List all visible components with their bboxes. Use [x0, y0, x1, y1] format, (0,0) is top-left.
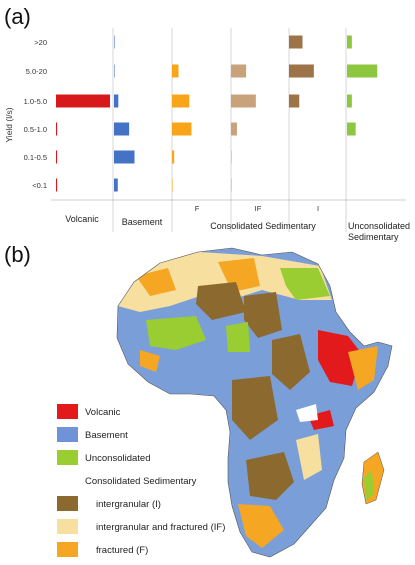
map-west-f	[140, 350, 160, 372]
panel-a-label: (a)	[4, 4, 31, 29]
bars	[56, 35, 378, 192]
africa-outline	[116, 247, 393, 558]
group-label-basement: Basement	[122, 217, 163, 227]
sub-label-f: F	[195, 204, 200, 213]
legend-label: intergranular and fractured (IF)	[96, 522, 225, 533]
map-chad-intergranular	[196, 282, 246, 320]
bar	[172, 94, 190, 108]
bar	[231, 122, 237, 136]
bar	[347, 64, 378, 78]
map-east-if	[296, 434, 322, 480]
bar	[289, 94, 300, 108]
bar	[56, 122, 58, 136]
bar	[172, 122, 192, 136]
map-south-f	[238, 504, 284, 548]
y-tick-label: <0.1	[32, 181, 47, 190]
map-sudan-intergranular	[244, 292, 282, 338]
bar	[114, 122, 130, 136]
map-egypt-unconsolidated	[280, 268, 330, 300]
bar	[231, 178, 232, 192]
map-kalahari-intergranular	[246, 452, 294, 500]
legend-label: Unconsolidated	[85, 453, 151, 464]
y-tick-label: 0.5-1.0	[24, 125, 47, 134]
legend-swatch	[57, 404, 78, 419]
legend-label: Volcanic	[85, 407, 121, 418]
bar	[114, 94, 119, 108]
bar	[231, 94, 256, 108]
y-tick-label: >20	[34, 38, 47, 47]
legend-label: Basement	[85, 430, 128, 441]
group-label-unconsolidated-1: Unconsolidated	[348, 221, 410, 231]
bar	[172, 150, 175, 164]
map-sahel-unconsolidated	[146, 316, 206, 350]
map-horn-f	[348, 346, 378, 390]
bar	[114, 178, 118, 192]
bar	[172, 64, 179, 78]
map-nw-f	[136, 268, 176, 296]
map-central-intergranular	[272, 334, 310, 390]
bar	[56, 178, 58, 192]
bar	[231, 64, 247, 78]
legend-label: intergranular (I)	[96, 499, 161, 510]
legend-label: fractured (F)	[96, 545, 148, 556]
group-label-consolidated: Consolidated Sedimentary	[210, 221, 316, 231]
bar	[56, 94, 110, 108]
y-tick-label: 0.1-0.5	[24, 153, 47, 162]
panel-b-label: (b)	[4, 242, 31, 267]
legend-swatch	[57, 496, 78, 511]
map-central-unconsolidated	[226, 322, 250, 352]
legend-swatch	[57, 542, 78, 557]
map-legend: Volcanic Basement Unconsolidated Consolidat…	[57, 404, 225, 557]
legend-label: Consolidated Sedimentary	[85, 476, 197, 487]
legend-swatch	[57, 450, 78, 465]
bar	[172, 178, 173, 192]
group-label-unconsolidated-2: Sedimentary	[348, 232, 399, 242]
y-tick-label: 1.0-5.0	[24, 97, 47, 106]
bar	[231, 150, 232, 164]
legend-swatch	[57, 427, 78, 442]
bar	[289, 64, 314, 78]
bar	[289, 35, 303, 49]
bar	[114, 35, 115, 49]
y-tick-labels: >20 5.0-20 1.0-5.0 0.5-1.0 0.1-0.5 <0.1	[24, 38, 47, 190]
bar	[56, 150, 58, 164]
bar	[114, 150, 135, 164]
bar	[347, 35, 352, 49]
bar	[347, 122, 356, 136]
map-congo-intergranular	[232, 376, 278, 440]
map-lake-victoria	[296, 404, 318, 422]
group-separators	[112, 28, 347, 232]
bar	[114, 64, 115, 78]
y-axis-title: Yield (l/s)	[4, 107, 14, 142]
map-ethiopia-volcanic	[318, 330, 362, 386]
group-label-volcanic: Volcanic	[65, 214, 99, 224]
bar	[347, 94, 352, 108]
yield-bar-chart: >20 5.0-20 1.0-5.0 0.5-1.0 0.1-0.5 <0.1 Volca…	[24, 28, 410, 242]
madagascar-unconsolidated	[364, 470, 374, 500]
africa-hydrogeology-map	[116, 247, 393, 558]
sub-label-i: I	[317, 204, 319, 213]
sub-label-if: IF	[255, 204, 262, 213]
y-tick-label: 5.0-20	[26, 67, 47, 76]
legend-swatch	[57, 519, 78, 534]
map-north-if	[118, 252, 332, 312]
